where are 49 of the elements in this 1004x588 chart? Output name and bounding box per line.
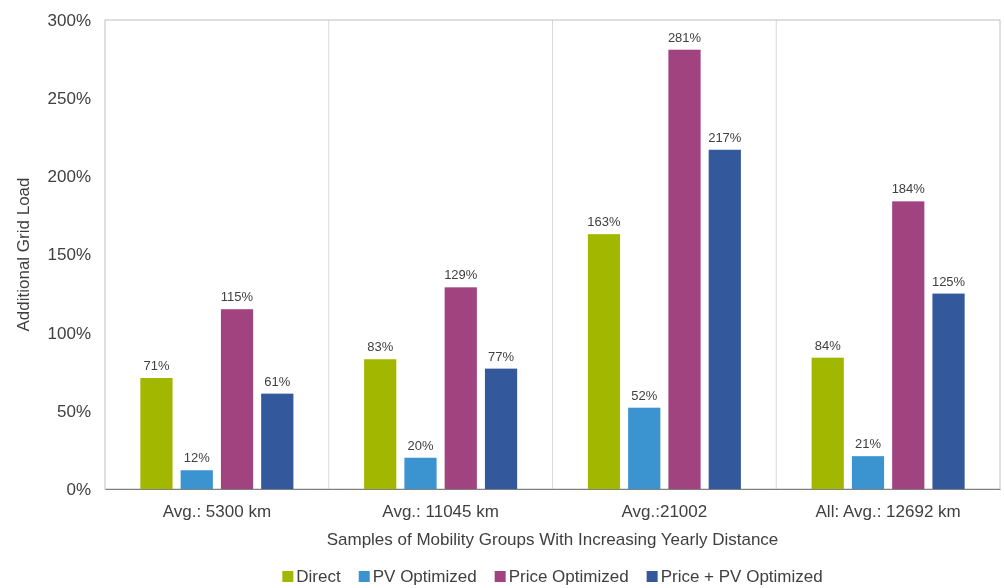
bar [364,359,397,489]
text: 21% [854,436,881,452]
y-tick-label: 50% [56,401,91,421]
bar [140,378,173,489]
bar [261,393,294,489]
bar [180,470,213,489]
bar [444,287,477,489]
text: 129% [444,267,478,283]
bar [484,368,518,489]
text: 20% [407,437,434,453]
text: 77% [488,348,515,364]
text: 281% [667,29,702,45]
text: 115% [220,289,254,305]
bar [220,309,254,489]
legend-label: PV Optimized [372,567,477,586]
legend-label: Price Optimized [508,567,629,586]
text: 125% [931,273,966,289]
y-axis-title: Additional Grid Load [14,177,33,332]
x-tick-label: Avg.:21002 [621,502,708,522]
text: 71% [143,358,170,373]
bar [851,456,885,489]
bar [932,293,965,489]
y-tick-label: 100% [47,323,91,343]
text: 163% [587,214,621,230]
bar [404,457,437,489]
bar [892,201,925,489]
bar [628,407,661,489]
y-tick-label: 300% [47,10,91,30]
x-tick-label: All: Avg.: 12692 km [815,502,961,522]
y-tick-label: 150% [47,245,91,265]
text: 83% [367,339,394,355]
y-tick-label: 250% [47,89,91,109]
text: 84% [814,337,841,353]
legend-label: Price + PV Optimized [660,567,823,586]
x-tick-label: Avg.: 5300 km [162,502,272,522]
y-tick-label: 200% [47,167,91,187]
x-tick-label: Avg.: 11045 km [382,502,499,522]
text: 61% [264,373,291,389]
text: 184% [891,181,925,197]
bar [587,234,621,489]
text: 52% [631,387,658,403]
legend-label: Direct [296,567,341,586]
text: 217% [708,129,742,145]
bar [708,149,741,489]
y-tick-label: 0% [66,479,91,499]
x-axis-title: Samples of Mobility Groups With Increasing Yearly Distance [326,530,779,549]
bar [668,49,701,489]
bar [811,357,844,489]
text: 12% [183,450,210,466]
